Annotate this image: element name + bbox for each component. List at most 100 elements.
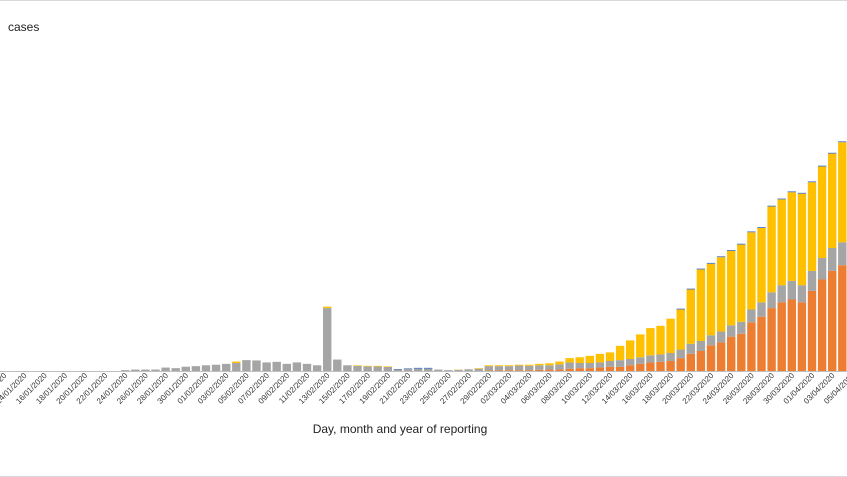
bar-segment-orange xyxy=(737,333,746,371)
bar-segment-orange xyxy=(595,367,605,371)
bar-segment-gray xyxy=(615,360,625,367)
bar-segment-gray xyxy=(747,309,756,323)
bar-segment-gray xyxy=(626,358,635,366)
bar-segment-orange xyxy=(646,362,655,371)
bar-segment-gray xyxy=(343,365,352,371)
bar-segment-gray xyxy=(595,362,605,368)
bar-segment-orange xyxy=(525,370,534,371)
bar-segment-gray xyxy=(716,331,726,343)
bar-segment-gray xyxy=(656,354,665,362)
bar-segment-orange xyxy=(626,365,635,371)
bar-segment-gray xyxy=(201,365,211,371)
bar-segment-gray xyxy=(272,361,281,371)
bar-segment-gray xyxy=(494,366,504,371)
bar-segment-gray xyxy=(605,360,615,367)
bar-segment-yellow xyxy=(807,182,817,271)
bar-segment-gray xyxy=(191,366,201,371)
bar-segment-gray xyxy=(454,369,463,371)
bar-segment-yellow xyxy=(535,363,544,366)
bar-segment-gray xyxy=(222,363,231,371)
bar-segment-orange xyxy=(706,345,716,371)
bar-segment-yellow xyxy=(232,361,241,363)
bar-segment-gray xyxy=(686,343,695,354)
bar-segment-gray xyxy=(767,292,776,309)
bar-segment-orange xyxy=(686,353,695,371)
bar-segment-gray xyxy=(363,366,372,371)
bar-segment-yellow xyxy=(373,365,382,367)
bar-segment-yellow xyxy=(353,365,362,366)
bar-segment-gray xyxy=(323,308,332,371)
bar-segment-yellow xyxy=(797,193,807,286)
bar-segment-yellow xyxy=(474,368,483,369)
bar-segment-orange xyxy=(828,270,837,371)
bar-segment-gray xyxy=(434,369,443,371)
bar-segment-orange xyxy=(757,316,766,371)
bar-segment-blue xyxy=(737,243,746,245)
y-axis-label: cases xyxy=(8,20,40,34)
bar-segment-gray xyxy=(413,368,423,371)
bar-segment-gray xyxy=(737,321,746,334)
bar-segment-orange xyxy=(484,370,493,371)
bar-segment-yellow xyxy=(777,199,786,286)
bar-segment-gray xyxy=(828,248,837,271)
bar-segment-orange xyxy=(716,342,726,371)
bar-segment-yellow xyxy=(727,250,736,326)
bar-segment-gray xyxy=(807,270,817,291)
bar-segment-gray xyxy=(242,360,251,371)
bar-segment-yellow xyxy=(494,365,504,367)
bar-segment-orange xyxy=(555,369,564,371)
bar-segment-yellow xyxy=(383,366,392,367)
bar-segment-orange xyxy=(615,366,625,371)
bar-segment-blue xyxy=(787,191,796,193)
bar-segment-blue xyxy=(686,288,695,290)
bar-segment-yellow xyxy=(676,309,685,350)
bar-segment-blue xyxy=(807,181,817,183)
bar-segment-gray xyxy=(383,367,392,371)
bar-segment-yellow xyxy=(525,364,534,366)
bar-segment-yellow xyxy=(817,166,827,259)
bar-segment-yellow xyxy=(504,365,514,367)
bar-segment-yellow xyxy=(787,192,796,281)
bar-segment-yellow xyxy=(615,345,625,361)
bar-segment-gray xyxy=(565,362,574,369)
bar-segment-gray xyxy=(333,359,342,371)
bar-segment-gray xyxy=(444,370,453,371)
bar-segment-gray xyxy=(464,369,473,371)
bar-segment-orange xyxy=(807,290,817,371)
bar-segment-yellow xyxy=(646,328,655,356)
bar-segment-gray xyxy=(141,369,150,371)
bar-segment-orange xyxy=(636,363,645,371)
bar-segment-blue xyxy=(767,205,776,207)
bar-segment-gray xyxy=(393,369,403,371)
bar-segment-gray xyxy=(636,357,645,364)
bar-segment-gray xyxy=(666,352,675,361)
bar-segment-yellow xyxy=(555,361,564,365)
bar-segment-orange xyxy=(605,366,615,371)
bar-segment-yellow xyxy=(565,358,574,363)
bar-segment-orange xyxy=(787,299,796,371)
bar-segment-gray xyxy=(282,363,291,371)
bar-segment-yellow xyxy=(484,365,493,367)
bar-segment-yellow xyxy=(737,244,746,322)
bar-segment-gray xyxy=(161,367,170,371)
bar-segment-gray xyxy=(181,366,190,371)
bar-segment-blue xyxy=(747,231,756,233)
bar-segment-yellow xyxy=(767,206,776,293)
bar-segment-orange xyxy=(838,265,847,371)
bar-segment-yellow xyxy=(747,232,756,310)
bar-segment-orange xyxy=(727,336,736,371)
bar-segment-gray xyxy=(555,364,564,370)
bar-segment-blue xyxy=(413,367,423,369)
bar-segment-blue xyxy=(797,192,807,194)
bar-segment-orange xyxy=(494,370,504,371)
top-border xyxy=(0,0,847,1)
bar-segment-gray xyxy=(757,302,766,317)
bar-segment-gray xyxy=(312,365,322,371)
bar-segment-yellow xyxy=(838,142,847,243)
bar-segment-gray xyxy=(121,370,130,371)
bar-segment-yellow xyxy=(636,334,645,358)
bar-segment-gray xyxy=(575,362,584,369)
bar-segment-yellow xyxy=(585,355,594,363)
bar-segment-gray xyxy=(676,349,685,359)
bar-segment-gray xyxy=(403,369,413,371)
